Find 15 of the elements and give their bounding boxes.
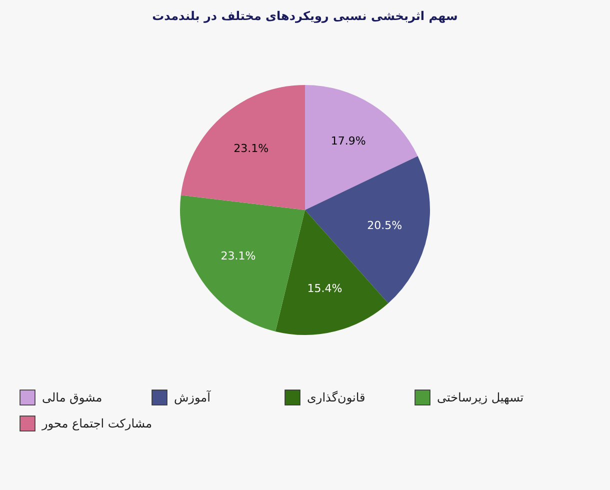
chart-title: سهم اثربخشی نسبی رویکردهای مختلف در بلندمدت — [152, 9, 458, 23]
data-label: 20.5% — [367, 218, 402, 232]
data-label: 23.1% — [234, 142, 269, 156]
legend-label: آموزش — [174, 389, 212, 404]
pie-slice — [305, 85, 418, 210]
data-label: 17.9% — [330, 134, 366, 148]
legend-label: مشوق مالی — [42, 390, 102, 404]
data-label: 15.4% — [307, 282, 342, 295]
pie-slice — [180, 195, 305, 332]
legend-label: قانون‌گذاری — [307, 390, 366, 404]
pie-slice — [180, 85, 305, 210]
pie-slice — [305, 156, 430, 304]
data-label: 23.1% — [220, 249, 256, 262]
legend-label: تسهیل زیرساختی — [437, 390, 524, 404]
legend-label: مشارکت اجتماع محور — [41, 416, 152, 430]
